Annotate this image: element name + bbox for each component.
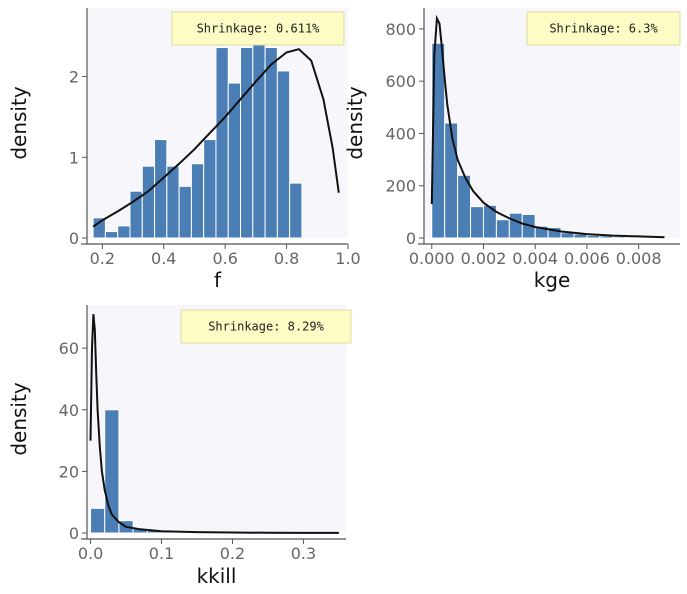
histogram-bar (252, 40, 266, 239)
histogram-bar (90, 507, 106, 534)
y-axis-title: density (7, 382, 31, 455)
x-tick-label: 0.004 (512, 249, 558, 268)
histogram-bar (178, 185, 192, 239)
x-tick-label: 0.4 (151, 249, 176, 268)
shrinkage-label: Shrinkage: 0.611% (197, 22, 321, 36)
y-tick-label: 40 (59, 401, 79, 420)
x-tick-label: 0.008 (616, 249, 662, 268)
histogram-bar (141, 165, 156, 239)
x-axis-title: f (214, 268, 222, 292)
histogram-bar (190, 163, 205, 239)
y-tick-label: 400 (385, 124, 416, 143)
histogram-bar (203, 139, 217, 239)
shrinkage-box (180, 309, 352, 344)
y-tick-label: 600 (385, 72, 416, 91)
panel-f: 0 1 2 0.2 0.4 0.6 0.8 1.0 f density Shrinkage: 0.6… (7, 8, 361, 292)
shrinkage-box (526, 11, 681, 46)
density-curve (430, 14, 665, 239)
histogram-bar (264, 47, 278, 239)
y-tick-label: 0 (406, 229, 416, 248)
x-tick-label: 0.6 (212, 249, 237, 268)
histogram-bar (444, 122, 459, 239)
y-tick-label: 60 (59, 339, 79, 358)
x-axis-title: kge (534, 268, 571, 292)
density-curve (89, 314, 339, 534)
histogram-bar (586, 234, 601, 239)
shrinkage-label: Shrinkage: 6.3% (549, 22, 658, 36)
x-tick-label: 0.002 (461, 249, 507, 268)
y-tick-label: 1 (69, 148, 79, 167)
histogram-bar (495, 219, 510, 239)
y-tick-label: 0 (69, 524, 79, 543)
panel-kge: 0 200 400 600 800 0.000 0.002 0.004 0.006 0.008 kg… (343, 8, 681, 292)
histogram-bar (470, 206, 484, 239)
histogram-bar (129, 190, 143, 239)
x-tick-label: 0.0 (78, 544, 103, 563)
x-tick-label: 0.8 (274, 249, 299, 268)
x-tick-label: 0.3 (291, 544, 316, 563)
x-tick-label: 1.0 (335, 249, 360, 268)
histogram-bar (215, 47, 229, 239)
y-axis-title: density (343, 86, 367, 159)
x-axis-title: kkill (197, 564, 237, 588)
density-curve (92, 48, 340, 228)
y-tick-label: 200 (385, 177, 416, 196)
histogram-bar (240, 47, 254, 239)
x-tick-label: 0.1 (149, 544, 174, 563)
histogram-bar (166, 165, 180, 239)
x-tick-label: 0.000 (409, 249, 455, 268)
x-tick-label: 0.2 (90, 249, 115, 268)
panel-kkill: 0 20 40 60 0.0 0.1 0.2 0.3 kkill density Shrinkage… (7, 305, 352, 588)
shrinkage-label: Shrinkage: 8.29% (208, 320, 324, 334)
histogram-bar (276, 70, 291, 239)
histogram-bar (508, 212, 523, 239)
y-tick-label: 800 (385, 20, 416, 39)
x-tick-label: 0.2 (220, 544, 245, 563)
histogram-bar (104, 231, 119, 239)
histogram-bar (154, 139, 168, 239)
histogram-bar (92, 217, 106, 239)
histogram-bar (117, 225, 131, 239)
shrinkage-box (171, 11, 345, 46)
y-tick-label: 0 (69, 229, 79, 248)
y-tick-label: 2 (69, 68, 79, 87)
y-axis-title: density (7, 86, 31, 159)
x-tick-label: 0.006 (564, 249, 610, 268)
y-tick-label: 20 (59, 462, 79, 481)
histogram-bar (289, 182, 303, 239)
